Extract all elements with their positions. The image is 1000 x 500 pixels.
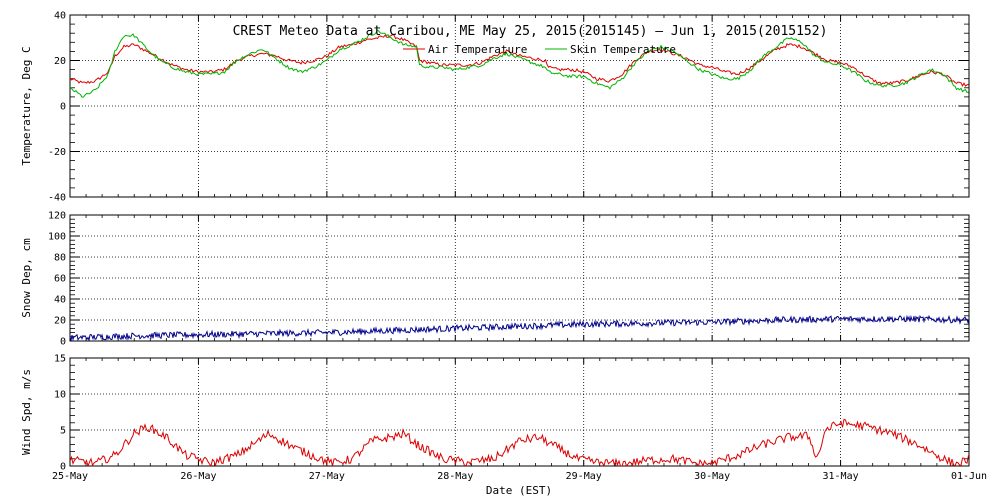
wind-frame	[69, 357, 970, 467]
wind-series-line-0	[70, 418, 969, 466]
x-tick-label: 31-May	[823, 471, 859, 482]
snow-depth-panel: 0 20 40 60 80 100 120 Snow Dep, cm	[20, 211, 970, 348]
x-axis-label: Date (EST)	[486, 484, 552, 497]
y-tick-label: 15	[54, 354, 66, 365]
x-tick-label: 01-Jun	[951, 471, 987, 482]
wind-speed-panel: 0 5 10 15 Wind Spd, m/s 25-May 26-May 27-May 28-…	[20, 354, 987, 483]
y-tick-label: 100	[48, 232, 66, 243]
snow-y-axis-label: Snow Dep, cm	[20, 238, 33, 318]
y-tick-label: 0	[60, 462, 66, 473]
temperature-panel: -40 -20 0 20 40 Temperature, Deg C	[20, 11, 970, 204]
x-tick-label: 26-May	[180, 471, 216, 482]
y-tick-label: 0	[60, 337, 66, 348]
legend: Air Temperature Skin Temperature	[403, 43, 676, 56]
y-tick-label: 5	[60, 426, 66, 437]
y-tick-label: 40	[54, 11, 66, 22]
wind-y-axis-label: Wind Spd, m/s	[20, 369, 33, 455]
y-tick-label: -40	[48, 193, 66, 204]
y-tick-label: 80	[54, 253, 66, 264]
x-tick-label: 29-May	[566, 471, 602, 482]
chart-title: CREST Meteo Data at Caribou, ME May 25, …	[233, 24, 828, 39]
y-tick-label: 60	[54, 274, 66, 285]
y-tick-label: -20	[48, 147, 66, 158]
temperature-y-axis-label: Temperature, Deg C	[20, 46, 33, 165]
y-tick-label: 10	[54, 390, 66, 401]
y-tick-label: 0	[60, 102, 66, 113]
y-tick-label: 120	[48, 211, 66, 222]
legend-entry: Air Temperature	[428, 43, 527, 56]
x-tick-label: 27-May	[309, 471, 345, 482]
y-tick-label: 20	[54, 316, 66, 327]
snow-frame	[69, 214, 970, 342]
temperature-series-line-1	[70, 29, 969, 98]
y-tick-label: 40	[54, 295, 66, 306]
legend-entry: Skin Temperature	[570, 43, 676, 56]
y-tick-label: 20	[54, 56, 66, 67]
x-tick-label: 28-May	[437, 471, 473, 482]
snow-series-line-0	[70, 314, 969, 341]
x-tick-label: 25-May	[52, 471, 88, 482]
x-tick-label: 30-May	[694, 471, 730, 482]
